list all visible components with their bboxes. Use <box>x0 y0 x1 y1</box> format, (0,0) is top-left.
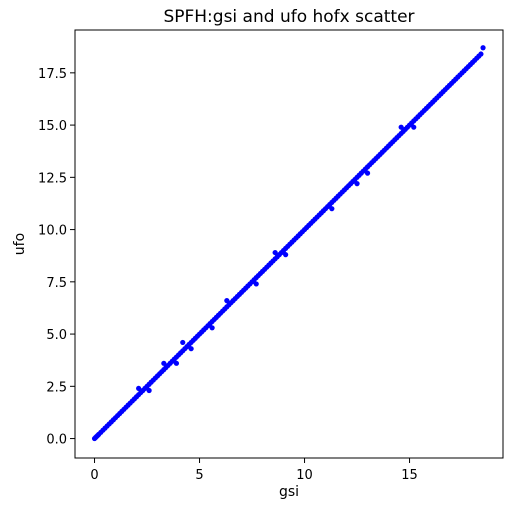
x-tick-label: 0 <box>90 468 98 483</box>
y-tick-label: 12.5 <box>38 171 67 186</box>
data-point <box>329 206 335 212</box>
data-point <box>180 339 186 346</box>
data-point <box>398 124 404 130</box>
y-tick-label: 17.5 <box>38 67 67 82</box>
data-point <box>411 124 417 130</box>
y-tick-label: 7.5 <box>46 276 67 291</box>
y-axis: 0.0 2.5 5.0 7.5 10.0 12.5 15.0 17.5 <box>38 67 75 448</box>
data-point <box>209 325 215 331</box>
data-point <box>354 181 360 187</box>
data-point <box>478 51 484 57</box>
data-point <box>173 360 180 366</box>
data-point <box>364 170 371 176</box>
data-point <box>283 252 289 258</box>
data-point <box>480 45 486 51</box>
data-point <box>146 387 152 394</box>
x-tick-label: 15 <box>401 468 418 483</box>
data-point <box>272 249 278 256</box>
y-tick-label: 0.0 <box>46 433 67 448</box>
data-point <box>136 385 142 392</box>
data-point <box>224 298 230 304</box>
plot-frame <box>74 29 504 459</box>
y-tick-label: 2.5 <box>46 380 67 395</box>
data-points <box>91 45 486 442</box>
x-tick-label: 5 <box>195 468 203 483</box>
data-point <box>188 346 194 352</box>
y-axis-label: ufo <box>12 233 28 255</box>
y-tick-label: 10.0 <box>38 224 67 239</box>
x-tick-label: 10 <box>296 468 313 483</box>
x-axis-label: gsi <box>279 484 299 500</box>
x-axis: 0 5 10 15 <box>90 458 418 483</box>
y-tick-label: 15.0 <box>38 119 67 134</box>
data-point <box>161 360 167 366</box>
data-point <box>253 281 259 287</box>
y-tick-label: 5.0 <box>46 328 67 343</box>
chart-title: SPFH:gsi and ufo hofx scatter <box>163 7 414 27</box>
